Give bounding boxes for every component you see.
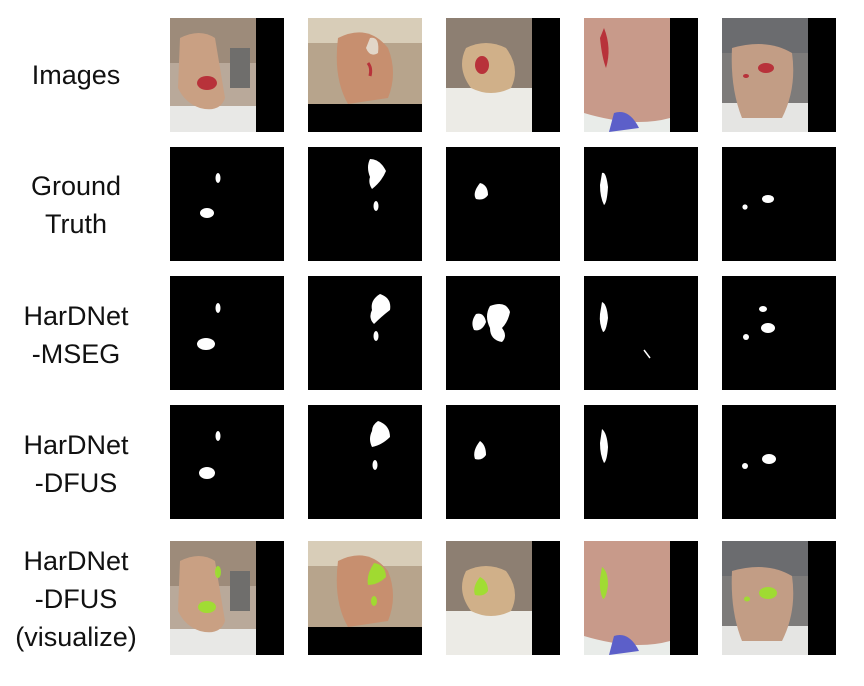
dfus-prediction-4 <box>584 405 698 519</box>
dfus-overlay-4 <box>584 541 698 655</box>
ground-truth-mask-2 <box>308 147 422 261</box>
image-tile-4 <box>584 18 698 132</box>
ground-truth-mask-4 <box>584 147 698 261</box>
dfus-prediction-3 <box>446 405 560 519</box>
dfus-prediction-1 <box>170 405 284 519</box>
mseg-prediction-1 <box>170 276 284 390</box>
ground-truth-mask-5 <box>722 147 836 261</box>
image-tile-1 <box>170 18 284 132</box>
dfus-overlay-5 <box>722 541 836 655</box>
mseg-prediction-5 <box>722 276 836 390</box>
dfus-overlay-1 <box>170 541 284 655</box>
image-tile-2 <box>308 18 422 132</box>
dfus-prediction-2 <box>308 405 422 519</box>
mseg-prediction-3 <box>446 276 560 390</box>
row-label-images: Images <box>31 60 121 90</box>
image-tile-3 <box>446 18 560 132</box>
dfus-prediction-5 <box>722 405 836 519</box>
dfus-overlay-3 <box>446 541 560 655</box>
dfus-overlay-2 <box>308 541 422 655</box>
image-tile-5 <box>722 18 836 132</box>
mseg-prediction-2 <box>308 276 422 390</box>
ground-truth-mask-1 <box>170 147 284 261</box>
mseg-prediction-4 <box>584 276 698 390</box>
ground-truth-mask-3 <box>446 147 560 261</box>
row-label-hardnet-dfus-visualize: HarDNet -DFUS (visualize) <box>15 546 137 652</box>
row-label-hardnet-dfus: HarDNet -DFUS <box>23 430 129 498</box>
row-label-ground-truth: Ground Truth <box>30 171 122 239</box>
row-label-hardnet-mseg: HarDNet -MSEG <box>23 301 129 369</box>
